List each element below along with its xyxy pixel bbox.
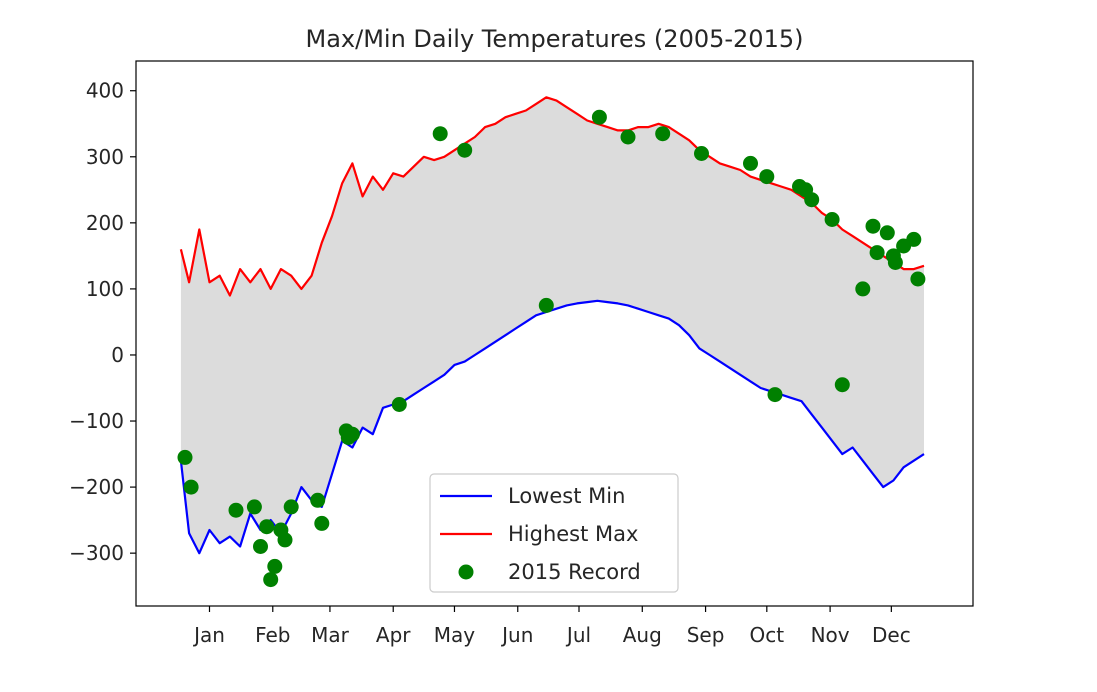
- record-point: [834, 377, 850, 393]
- record-point: [655, 126, 671, 142]
- y-tick-label: 100: [86, 277, 124, 301]
- record-point: [177, 449, 193, 465]
- legend-label: Lowest Min: [508, 484, 625, 508]
- x-tick-label: Nov: [811, 623, 850, 647]
- scatter-points-group: [177, 109, 926, 588]
- record-point: [824, 212, 840, 227]
- record-point: [855, 281, 871, 297]
- record-point: [228, 502, 244, 518]
- x-tick-label: Sep: [687, 623, 725, 647]
- x-tick-label: Aug: [623, 623, 662, 647]
- x-tick-label: Mar: [311, 623, 350, 647]
- record-point: [694, 146, 709, 161]
- x-axis: Jan Feb Mar Apr May Jun Jul Aug Sep Oct Nov Dec: [192, 606, 911, 647]
- y-tick-label: −300: [69, 541, 124, 565]
- record-point: [743, 155, 758, 171]
- series-line-highest-max: [179, 96, 925, 297]
- y-tick-label: 0: [111, 343, 124, 367]
- record-point: [910, 271, 926, 287]
- record-point: [591, 109, 607, 125]
- record-point: [314, 515, 330, 531]
- record-point: [865, 218, 881, 234]
- record-point: [887, 255, 903, 270]
- x-tick-label: Feb: [255, 623, 290, 647]
- record-point: [277, 532, 293, 548]
- record-point: [391, 397, 407, 412]
- record-point: [804, 192, 820, 208]
- record-point: [620, 129, 636, 145]
- record-point: [432, 126, 448, 142]
- x-tick-label: Jun: [500, 623, 533, 647]
- record-point: [283, 499, 299, 515]
- x-tick-label: Dec: [872, 623, 911, 647]
- fill-band-group: [180, 97, 924, 554]
- legend-swatch: [458, 564, 474, 580]
- record-point: [879, 225, 895, 241]
- record-point: [183, 479, 199, 495]
- y-tick-label: 400: [86, 79, 124, 103]
- record-point: [246, 499, 262, 515]
- record-point: [457, 142, 473, 158]
- y-tick-label: −100: [69, 409, 124, 433]
- x-tick-label: Jul: [565, 623, 591, 647]
- legend-label: Highest Max: [508, 522, 638, 546]
- y-tick-label: −200: [69, 475, 124, 499]
- record-point: [538, 297, 554, 313]
- record-point: [767, 387, 783, 403]
- record-point: [259, 519, 275, 535]
- record-point: [759, 169, 775, 185]
- record-point: [263, 572, 279, 588]
- record-point: [344, 426, 360, 442]
- record-point: [310, 492, 326, 508]
- x-tick-label: Apr: [376, 623, 411, 647]
- x-tick-label: Jan: [192, 623, 225, 647]
- legend-label: 2015 Record: [508, 560, 641, 584]
- x-tick-label: May: [434, 623, 476, 647]
- fill-band: [180, 97, 924, 554]
- record-point: [267, 558, 283, 574]
- x-tick-label: Oct: [750, 623, 785, 647]
- record-point: [253, 539, 268, 554]
- legend-box: [429, 473, 679, 593]
- plot-frame: [135, 60, 974, 607]
- legend: Lowest Min Highest Max 2015 Record: [429, 473, 679, 593]
- record-point: [906, 231, 922, 247]
- chart-title: Max/Min Daily Temperatures (2005-2015): [306, 25, 804, 53]
- y-tick-label: 200: [86, 211, 124, 235]
- y-tick-label: 300: [86, 145, 124, 169]
- y-axis: 400 300 200 100 0 −100 −200 −300: [69, 79, 136, 565]
- record-point: [869, 245, 885, 261]
